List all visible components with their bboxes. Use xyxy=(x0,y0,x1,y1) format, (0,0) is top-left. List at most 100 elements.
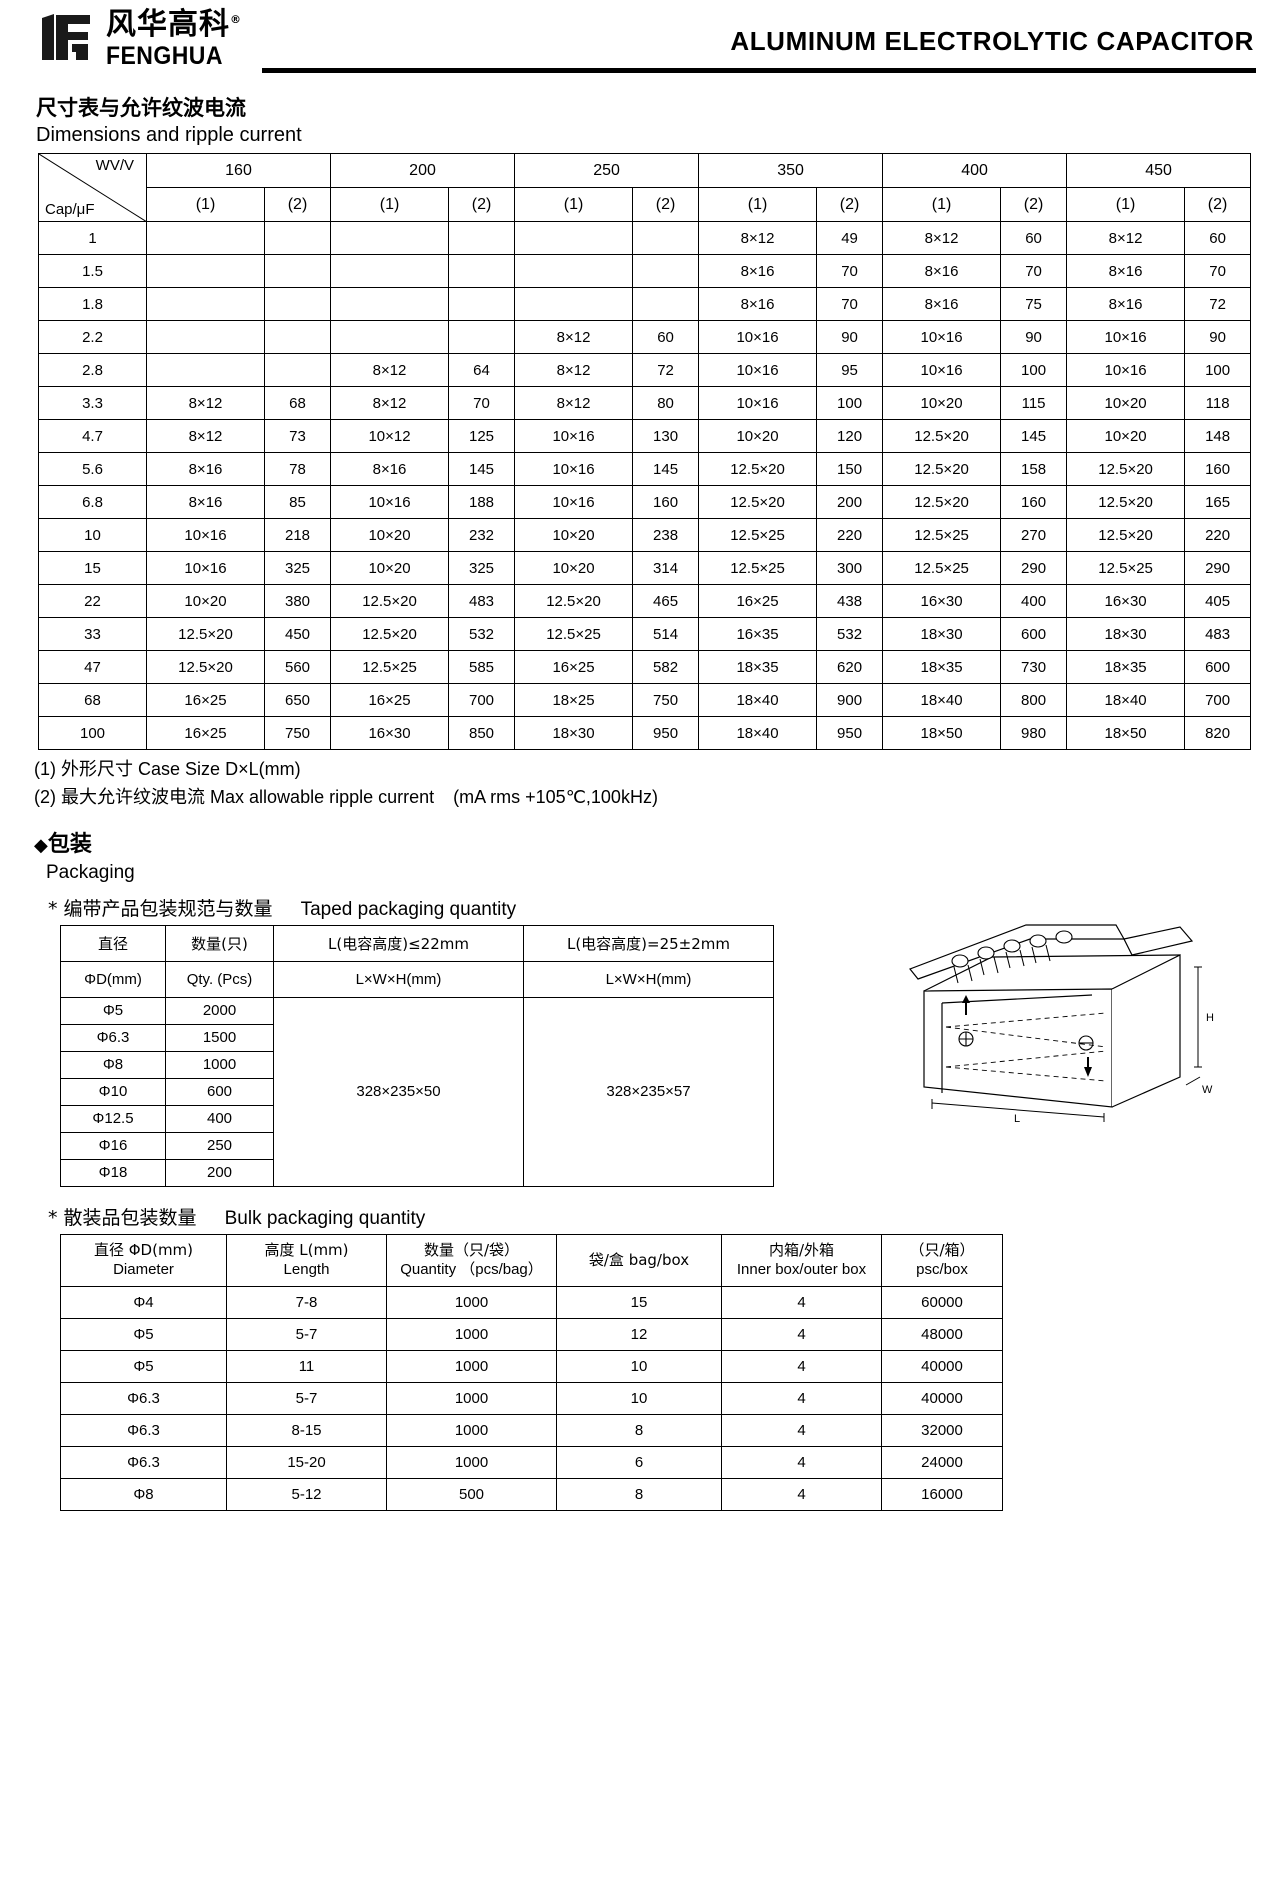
table-row: Φ8 5-12 500 8 4 16000 xyxy=(60,1477,1003,1511)
box-label-h: H xyxy=(1206,1012,1214,1024)
ripple-current-cell xyxy=(632,254,700,288)
ripple-current-cell: 300 xyxy=(816,551,884,585)
taped-colB-merged-value: 328×235×57 xyxy=(523,996,774,1187)
table-row: 68 16×25 650 16×25 700 18×25 750 18×40 900 18×40 8… xyxy=(38,683,1252,717)
footnote-2-extra: (mA rms +105℃,100kHz) xyxy=(453,786,658,807)
ripple-current-cell: 950 xyxy=(632,716,700,750)
case-size-cell: 10×16 xyxy=(882,353,1002,387)
ripple-current-cell: 700 xyxy=(1184,683,1252,717)
case-size-cell xyxy=(330,221,450,255)
taped-qty-cell: 1000 xyxy=(165,1050,274,1079)
case-size-cell: 16×25 xyxy=(330,683,450,717)
bulk-pcsbox-cell: 40000 xyxy=(881,1381,1003,1415)
ripple-current-cell: 532 xyxy=(448,617,516,651)
case-size-cell: 18×40 xyxy=(698,716,818,750)
ripple-current-cell: 600 xyxy=(1000,617,1068,651)
sub-header-450-1: (1) xyxy=(1066,187,1186,222)
table-row: 1 8×12 49 8×12 60 8×12 60 xyxy=(38,221,1252,255)
ripple-current-cell xyxy=(448,320,516,354)
bulk-bagbox-cell: 8 xyxy=(556,1477,722,1511)
footnote-2-en: Max allowable ripple current xyxy=(210,786,435,807)
sub-header-350-1: (1) xyxy=(698,187,818,222)
ripple-current-cell: 290 xyxy=(1184,551,1252,585)
case-size-cell: 12.5×20 xyxy=(882,485,1002,519)
taped-header-diameter-en: ΦD(mm) xyxy=(60,960,166,998)
dimensions-table-body: 1 8×12 49 8×12 60 8×12 60 1.5 8×16 70 8×16 70 8×16 70… xyxy=(38,221,1252,750)
case-size-cell: 12.5×25 xyxy=(514,617,634,651)
case-size-cell: 10×20 xyxy=(882,386,1002,420)
ripple-current-cell: 85 xyxy=(263,485,332,519)
ripple-current-cell: 145 xyxy=(448,452,516,486)
bulk-length-cell: 5-7 xyxy=(226,1381,387,1415)
taped-header-qty-en: Qty. (Pcs) xyxy=(165,960,274,998)
ripple-current-cell: 165 xyxy=(1184,485,1252,519)
bulk-length-cell: 11 xyxy=(226,1349,387,1383)
ripple-current-cell: 650 xyxy=(263,683,332,717)
ripple-current-cell xyxy=(263,221,332,255)
case-size-cell: 10×20 xyxy=(146,584,265,618)
bulk-innerouter-cell: 4 xyxy=(721,1477,882,1511)
taped-table-body: Φ5 2000 328×235×50 328×235×57 Φ6.3 1500 Φ8 1000… xyxy=(60,996,774,1187)
table-row: 4.7 8×12 73 10×12 125 10×16 130 10×20 120 12.5×20… xyxy=(38,419,1252,453)
case-size-cell: 10×20 xyxy=(1066,419,1186,453)
ripple-current-cell: 68 xyxy=(263,386,332,420)
ripple-current-cell: 160 xyxy=(632,485,700,519)
ripple-current-cell: 145 xyxy=(632,452,700,486)
ripple-current-cell: 120 xyxy=(816,419,884,453)
sub-header-450-2: (2) xyxy=(1184,187,1252,222)
bulk-diameter-cell: Φ6.3 xyxy=(60,1445,227,1479)
ripple-current-cell: 95 xyxy=(816,353,884,387)
ripple-current-cell: 90 xyxy=(816,320,884,354)
voltage-header-160: 160 xyxy=(145,153,332,188)
case-size-cell: 12.5×25 xyxy=(698,551,818,585)
dimensions-title-cn: 尺寸表与允许纹波电流 xyxy=(36,96,246,120)
ripple-current-cell: 150 xyxy=(816,452,884,486)
ripple-current-cell: 290 xyxy=(1000,551,1068,585)
case-size-cell: 12.5×20 xyxy=(1066,485,1186,519)
taped-header-colA-bottom: L×W×H(mm) xyxy=(273,960,524,998)
taped-header-diameter-cn: 直径 xyxy=(60,924,166,962)
bulk-bagbox-cell: 10 xyxy=(556,1381,722,1415)
case-size-cell: 10×20 xyxy=(1066,386,1186,420)
ripple-current-cell xyxy=(632,287,700,321)
bulk-bagbox-cell: 10 xyxy=(556,1349,722,1383)
ripple-current-cell: 800 xyxy=(1000,683,1068,717)
ripple-current-cell xyxy=(263,287,332,321)
footnote-1-marker: (1) xyxy=(34,759,56,779)
case-size-cell: 12.5×20 xyxy=(330,617,450,651)
taped-header-colB-top: L(电容高度)=25±2mm xyxy=(523,924,774,962)
ripple-current-cell: 850 xyxy=(448,716,516,750)
ripple-current-cell: 148 xyxy=(1184,419,1252,453)
bulk-header-row: 直径 ΦD(mm) Diameter 高度 L(mm) Length 数量（只/… xyxy=(60,1233,1003,1287)
cap-value-cell: 2.2 xyxy=(38,320,147,354)
ripple-current-cell: 582 xyxy=(632,650,700,684)
ripple-current-cell: 80 xyxy=(632,386,700,420)
ripple-current-cell: 160 xyxy=(1000,485,1068,519)
case-size-cell: 18×50 xyxy=(882,716,1002,750)
bulk-diameter-cell: Φ6.3 xyxy=(60,1413,227,1447)
taped-diameter-cell: Φ12.5 xyxy=(60,1104,166,1133)
case-size-cell xyxy=(146,254,265,288)
case-size-cell: 18×35 xyxy=(698,650,818,684)
sub-header-row: (1) (2) (1) (2) (1) (2) (1) (2) (1) (2) … xyxy=(39,187,1252,222)
ripple-current-cell: 60 xyxy=(1184,221,1252,255)
bulk-header-pcs-box: （只/箱） psc/box xyxy=(881,1233,1003,1287)
table-row: 47 12.5×20 560 12.5×25 585 16×25 582 18×35 620 18… xyxy=(38,650,1252,684)
table-row: 15 10×16 325 10×20 325 10×20 314 12.5×25 300 12.5… xyxy=(38,551,1252,585)
bulk-innerouter-cell: 4 xyxy=(721,1285,882,1319)
case-size-cell: 8×12 xyxy=(330,353,450,387)
ripple-current-cell: 78 xyxy=(263,452,332,486)
voltage-header-200: 200 xyxy=(330,153,516,188)
case-size-cell: 8×16 xyxy=(1066,287,1186,321)
taped-qty-cell: 250 xyxy=(165,1131,274,1160)
brand-name-en: FENGHUA xyxy=(106,42,223,70)
ripple-current-cell: 750 xyxy=(263,716,332,750)
cap-value-cell: 22 xyxy=(38,584,147,618)
bulk-packaging-label: * 散装品包装数量 Bulk packaging quantity xyxy=(48,1203,1286,1230)
bulk-pcsbox-cell: 60000 xyxy=(881,1285,1003,1319)
case-size-cell: 8×16 xyxy=(146,485,265,519)
bulk-pcsbox-cell: 40000 xyxy=(881,1349,1003,1383)
taped-qty-cell: 200 xyxy=(165,1158,274,1187)
cap-value-cell: 2.8 xyxy=(38,353,147,387)
voltage-header-row: WV/V Cap/μF 160 200 250 350 400 450 xyxy=(38,153,1252,222)
